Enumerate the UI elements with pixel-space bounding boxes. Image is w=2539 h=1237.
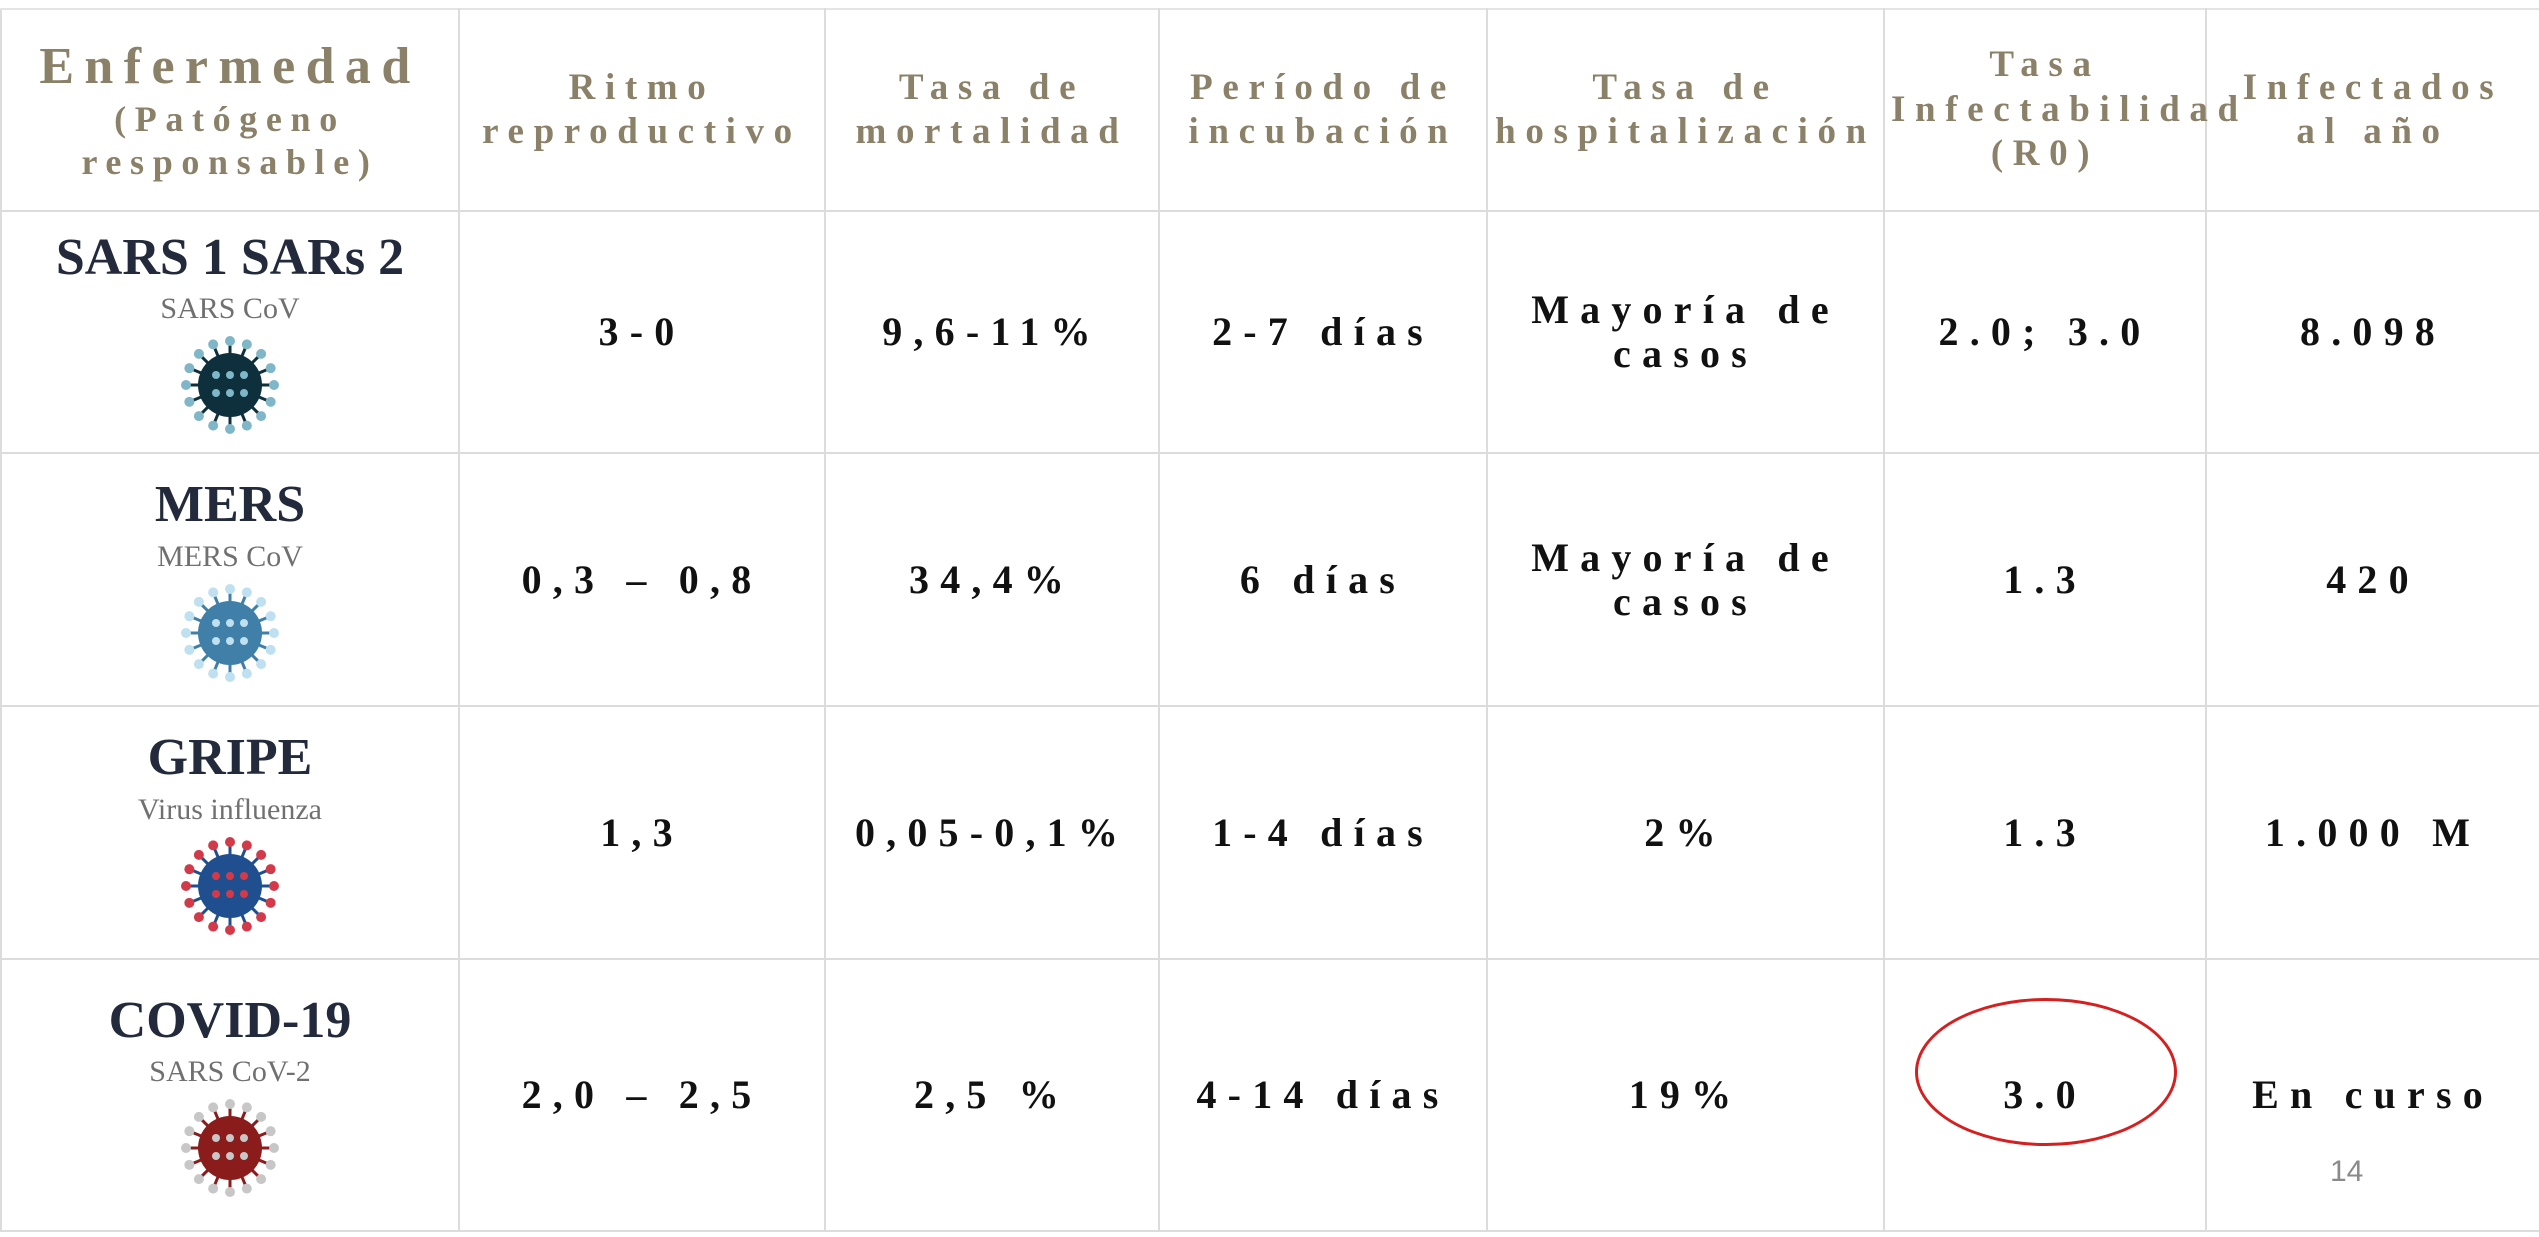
table-cell: 34,4% [825, 453, 1159, 706]
header-cell: Período de incubación [1159, 9, 1487, 211]
header-row: Enfermedad(Patógeno responsable)Ritmo re… [1, 9, 2539, 211]
table-cell: 420 [2206, 453, 2539, 706]
header-cell: Infectados al año [2206, 9, 2539, 211]
slide: {"table": { "header": [ {"title": "Enfer… [0, 0, 2539, 1237]
table-cell: 2-7 días [1159, 211, 1487, 453]
header-title: Enfermedad [39, 38, 420, 95]
table-cell: 0,05-0,1% [825, 706, 1159, 959]
comparison-table: Enfermedad(Patógeno responsable)Ritmo re… [0, 8, 2539, 1232]
table-cell: 3-0 [459, 211, 825, 453]
table-cell: 2,5 % [825, 959, 1159, 1231]
table-cell: En curso [2206, 959, 2539, 1231]
header-cell: Tasa de hospitalización [1487, 9, 1884, 211]
table-cell: 1-4 días [1159, 706, 1487, 959]
header-cell: Ritmo reproductivo [459, 9, 825, 211]
pathogen-name: Virus influenza [8, 793, 452, 826]
table-cell: 2.0; 3.0 [1884, 211, 2206, 453]
disease-cell: COVID-19 SARS CoV-2 [1, 959, 459, 1231]
table-cell: Mayoría de casos [1487, 211, 1884, 453]
table-cell: 9,6-11% [825, 211, 1159, 453]
disease-name: COVID-19 [8, 992, 452, 1049]
disease-cell: SARS 1 SARs 2 SARS CoV [1, 211, 459, 453]
header-subtitle: (Patógeno responsable) [8, 98, 452, 184]
table-cell: 2% [1487, 706, 1884, 959]
disease-name: SARS 1 SARs 2 [8, 229, 452, 286]
table-cell: 4-14 días [1159, 959, 1487, 1231]
table-cell: 8.098 [2206, 211, 2539, 453]
pathogen-name: SARS CoV-2 [8, 1055, 452, 1088]
table-cell: 19% [1487, 959, 1884, 1231]
virus-icon [180, 1098, 280, 1198]
pathogen-name: MERS CoV [8, 540, 452, 573]
table-cell: 2,0 – 2,5 [459, 959, 825, 1231]
virus-icon [180, 836, 280, 936]
virus-icon [180, 335, 280, 435]
header-cell: Tasa Infectabilidad (R0) [1884, 9, 2206, 211]
highlight-ring [1915, 998, 2177, 1146]
table-cell: 3.0 [1884, 959, 2206, 1231]
pathogen-name: SARS CoV [8, 292, 452, 325]
table-cell: 6 días [1159, 453, 1487, 706]
virus-icon [180, 583, 280, 683]
disease-name: GRIPE [8, 729, 452, 786]
disease-name: MERS [8, 476, 452, 533]
table-cell: 1.3 [1884, 706, 2206, 959]
header-cell: Tasa de mortalidad [825, 9, 1159, 211]
table-cell: Mayoría de casos [1487, 453, 1884, 706]
page-number: 14 [2330, 1155, 2363, 1189]
table-cell: 1,3 [459, 706, 825, 959]
table-cell: 1.3 [1884, 453, 2206, 706]
table-cell: 0,3 – 0,8 [459, 453, 825, 706]
table-cell: 1.000 M [2206, 706, 2539, 959]
disease-cell: GRIPE Virus influenza [1, 706, 459, 959]
disease-cell: MERS MERS CoV [1, 453, 459, 706]
header-cell: Enfermedad(Patógeno responsable) [1, 9, 459, 211]
